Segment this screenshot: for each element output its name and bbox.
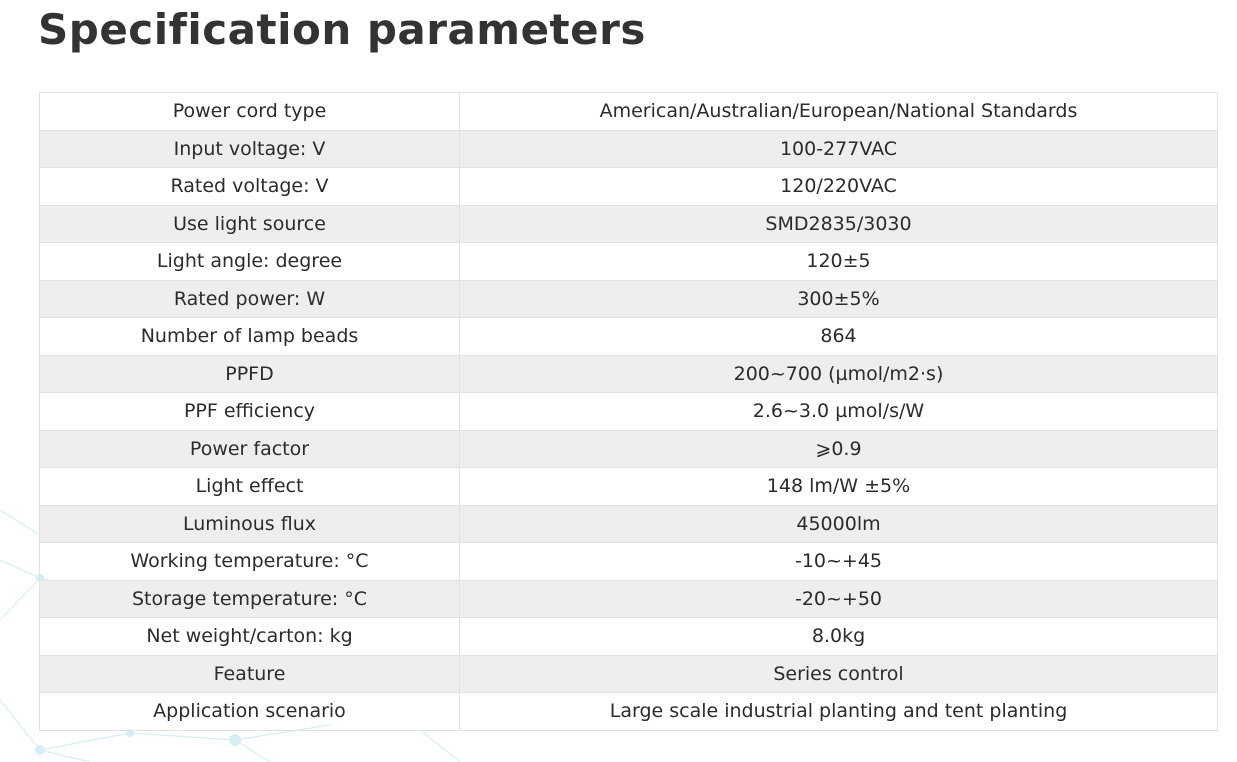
spec-value: 200~700 (µmol/m2·s) [459, 354, 1218, 393]
spec-label: Feature [39, 654, 460, 693]
table-row: Use light source SMD2835/3030 [39, 204, 1218, 243]
table-row: Rated voltage: V 120/220VAC [39, 167, 1218, 206]
spec-value: 2.6~3.0 µmol/s/W [459, 392, 1218, 431]
table-row: Number of lamp beads 864 [39, 317, 1218, 356]
spec-value: 864 [459, 317, 1218, 356]
spec-label: Working temperature: °C [39, 542, 460, 581]
spec-label: PPF efficiency [39, 392, 460, 431]
spec-label: Net weight/carton: kg [39, 617, 460, 656]
spec-value: -20~+50 [459, 579, 1218, 618]
table-row: PPFD 200~700 (µmol/m2·s) [39, 354, 1218, 393]
spec-label: Number of lamp beads [39, 317, 460, 356]
spec-label: Power cord type [39, 92, 460, 131]
table-row: Luminous flux 45000lm [39, 504, 1218, 543]
spec-label: PPFD [39, 354, 460, 393]
table-row: Feature Series control [39, 654, 1218, 693]
table-row: Power factor ⩾0.9 [39, 429, 1218, 468]
table-row: Net weight/carton: kg 8.0kg [39, 617, 1218, 656]
table-row: Rated power: W 300±5% [39, 279, 1218, 318]
spec-value: 120±5 [459, 242, 1218, 281]
spec-value: 45000lm [459, 504, 1218, 543]
spec-value: -10~+45 [459, 542, 1218, 581]
page-title: Specification parameters [38, 5, 646, 54]
table-row: Input voltage: V 100-277VAC [39, 129, 1218, 168]
spec-label: Application scenario [39, 692, 460, 731]
spec-value: Series control [459, 654, 1218, 693]
table-row: Light angle: degree 120±5 [39, 242, 1218, 281]
spec-value: SMD2835/3030 [459, 204, 1218, 243]
spec-label: Luminous flux [39, 504, 460, 543]
spec-value: 8.0kg [459, 617, 1218, 656]
spec-label: Rated power: W [39, 279, 460, 318]
spec-value: 100-277VAC [459, 129, 1218, 168]
table-row: Light effect 148 lm/W ±5% [39, 467, 1218, 506]
spec-value: American/Australian/European/National St… [459, 92, 1218, 131]
table-row: Working temperature: °C -10~+45 [39, 542, 1218, 581]
spec-value: ⩾0.9 [459, 429, 1218, 468]
spec-label: Power factor [39, 429, 460, 468]
spec-value: Large scale industrial planting and tent… [459, 692, 1218, 731]
spec-label: Input voltage: V [39, 129, 460, 168]
spec-value: 300±5% [459, 279, 1218, 318]
spec-value: 120/220VAC [459, 167, 1218, 206]
specification-table: Power cord type American/Australian/Euro… [39, 92, 1218, 731]
spec-label: Storage temperature: °C [39, 579, 460, 618]
table-row: Application scenario Large scale industr… [39, 692, 1218, 731]
spec-value: 148 lm/W ±5% [459, 467, 1218, 506]
spec-label: Light effect [39, 467, 460, 506]
spec-label: Use light source [39, 204, 460, 243]
table-row: Storage temperature: °C -20~+50 [39, 579, 1218, 618]
table-row: PPF efficiency 2.6~3.0 µmol/s/W [39, 392, 1218, 431]
spec-label: Light angle: degree [39, 242, 460, 281]
table-row: Power cord type American/Australian/Euro… [39, 92, 1218, 131]
spec-label: Rated voltage: V [39, 167, 460, 206]
